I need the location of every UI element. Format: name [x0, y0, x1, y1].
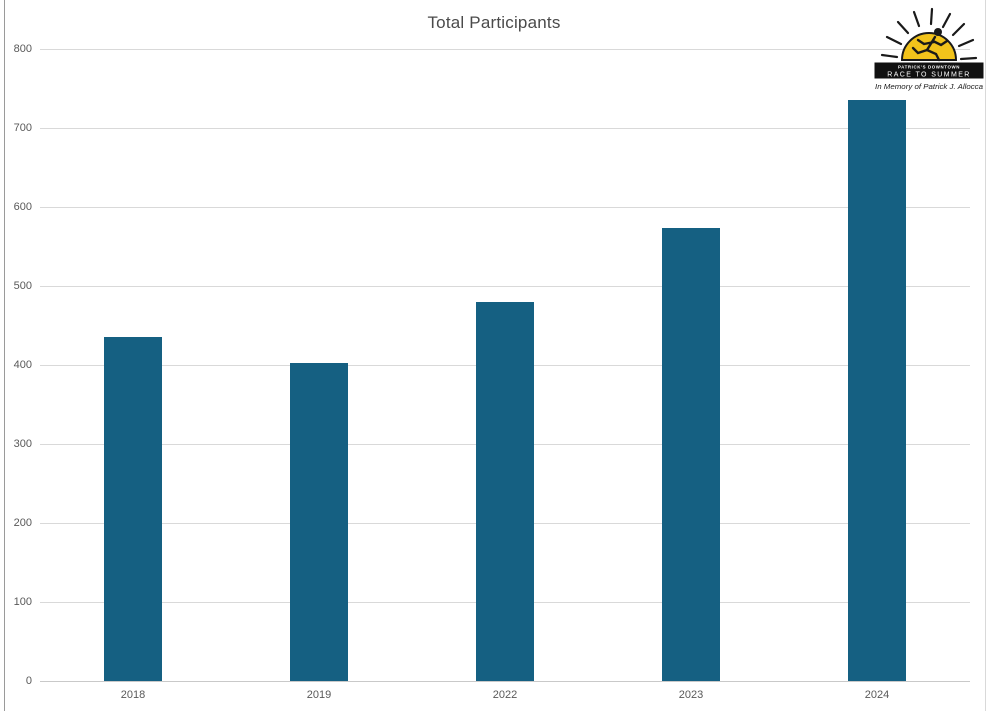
gridline	[40, 286, 970, 287]
sun-rays-icon	[880, 7, 978, 61]
right-edge-divider	[985, 0, 986, 711]
bar-2022	[476, 301, 534, 681]
x-axis-tick-label: 2024	[864, 689, 890, 701]
y-axis-tick-label: 200	[13, 516, 32, 529]
bar-2024	[848, 100, 906, 681]
left-edge-divider	[4, 0, 5, 711]
banner-line2: RACE TO SUMMER	[887, 72, 971, 79]
y-axis-tick-label: 300	[13, 437, 32, 450]
y-axis-tick-label: 600	[13, 200, 32, 213]
sun-runner-logo-graphic: PATRICK'S DOWNTOWN RACE TO SUMMER In Mem…	[873, 7, 985, 91]
x-axis-tick-label: 2023	[678, 689, 704, 701]
y-axis-tick-label: 400	[13, 358, 32, 371]
gridline	[40, 49, 970, 50]
bar-2019	[290, 363, 348, 681]
race-to-summer-logo: PATRICK'S DOWNTOWN RACE TO SUMMER In Mem…	[873, 2, 985, 94]
x-axis-tick-label: 2022	[492, 689, 518, 701]
x-axis-tick-label: 2019	[306, 689, 332, 701]
y-axis-tick-label: 700	[13, 121, 32, 134]
runner-icon	[911, 28, 949, 62]
banner-background	[873, 61, 985, 80]
banner-line1: PATRICK'S DOWNTOWN	[898, 65, 960, 70]
y-axis-tick-label: 500	[13, 279, 32, 292]
memorial-text: In Memory of Patrick J. Allocca	[875, 82, 983, 91]
chart-title: Total Participants	[427, 13, 561, 32]
y-axis-tick-label: 0	[25, 674, 32, 687]
bar-2023	[662, 228, 720, 681]
gridline	[40, 207, 970, 208]
x-axis-tick-label: 2018	[120, 689, 146, 701]
x-axis-line	[40, 681, 970, 682]
y-axis-tick-label: 100	[13, 595, 32, 608]
gridline	[40, 128, 970, 129]
y-axis-tick-label: 800	[13, 42, 32, 55]
bar-2018	[104, 337, 162, 681]
